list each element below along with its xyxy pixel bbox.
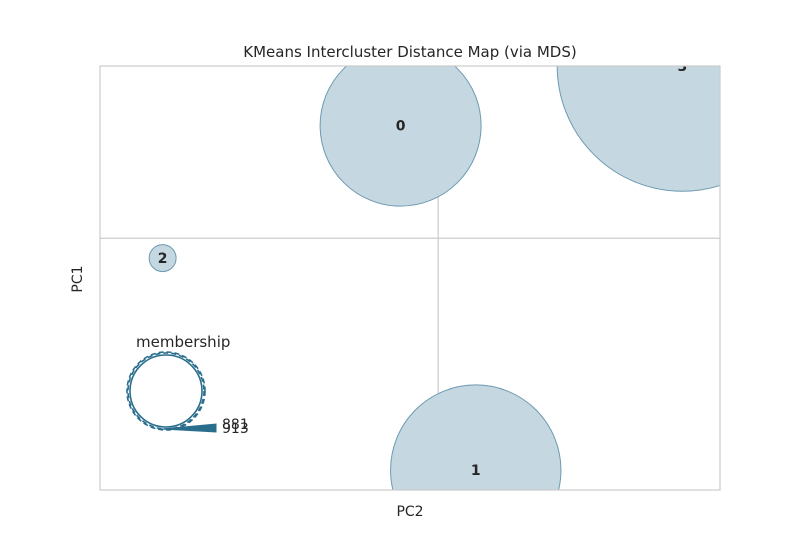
- cluster-1-circle: [390, 384, 562, 490]
- cluster-0-label: 0: [396, 119, 406, 135]
- plot-frame: [99, 65, 721, 491]
- y-axis-label: PC1: [70, 265, 86, 292]
- legend-title: membership: [136, 333, 230, 351]
- cluster-2-circle: [148, 244, 177, 273]
- cluster-1-label: 1: [471, 463, 481, 479]
- cluster-0-circle: [319, 66, 482, 207]
- legend-size-circle-0: [129, 354, 203, 428]
- legend-size-circle-2: [126, 351, 206, 431]
- x-axis-label: PC2: [396, 504, 423, 520]
- chart-title: KMeans Intercluster Distance Map (via MD…: [243, 43, 576, 61]
- cluster-circles: 0 1 2 3: [148, 59, 720, 490]
- legend-value-0: 881: [222, 417, 249, 433]
- cluster-2-label: 2: [158, 251, 168, 267]
- cluster-3-circle: [556, 66, 720, 192]
- cluster-3-label: 3: [678, 59, 688, 75]
- legend-leader-lines: [161, 423, 217, 433]
- legend-value-1: 913: [222, 421, 249, 437]
